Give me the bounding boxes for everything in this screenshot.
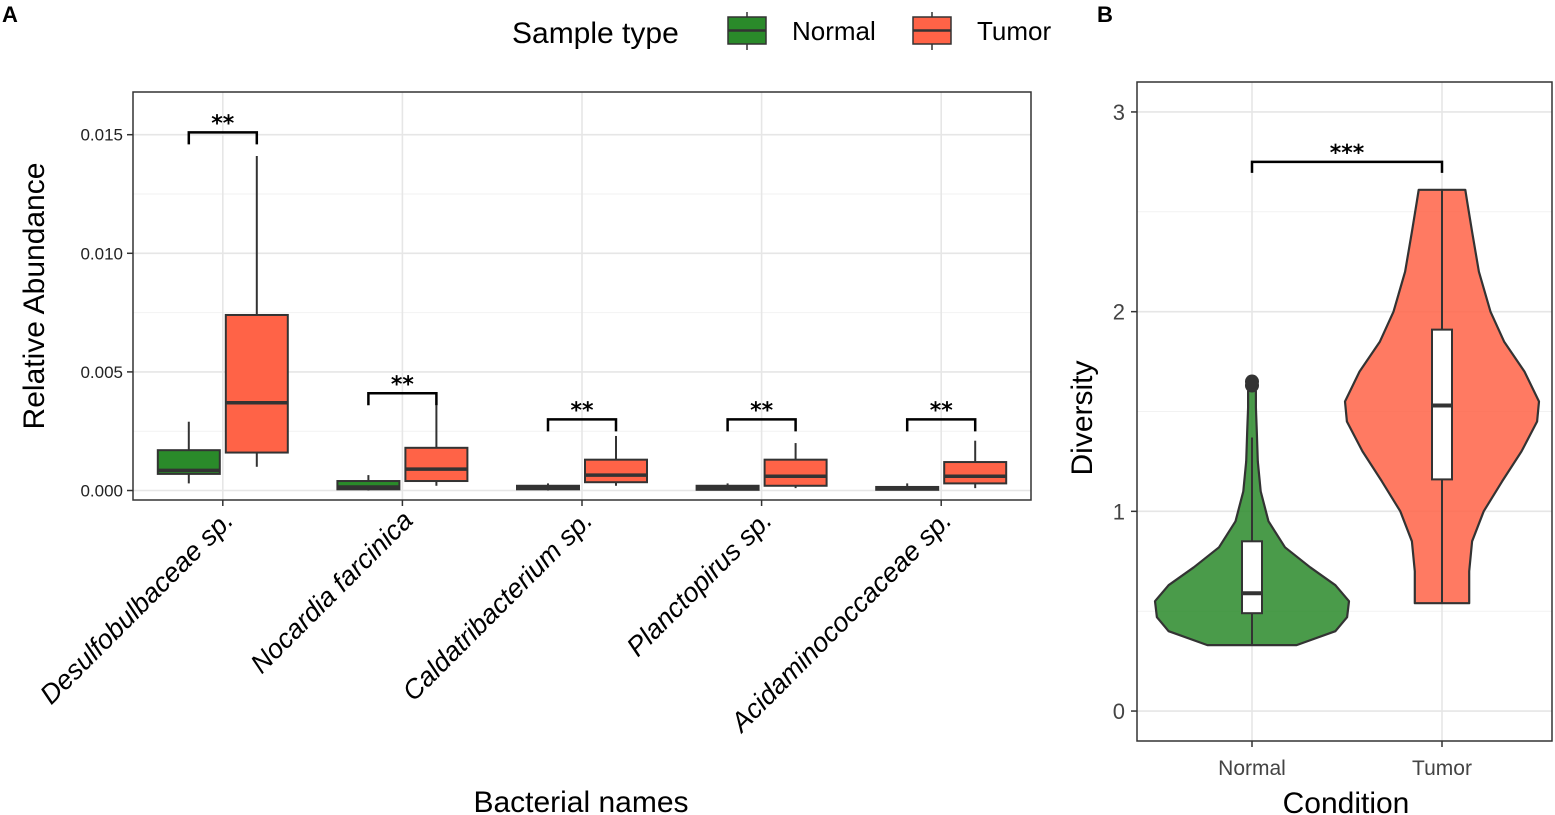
box-normal-nocardia-farcinica: [336, 475, 401, 491]
box-iqr: [943, 461, 1008, 485]
significance-bracket: [367, 392, 438, 406]
panel-b: 0 1 2 3 *** Normal Tumor Diversity Condition: [1066, 81, 1553, 815]
panel-a-y-tick-label: 0.000: [80, 482, 123, 501]
panel-label-a: A: [2, 2, 18, 27]
legend-tumor-label: Tumor: [977, 16, 1051, 46]
legend-title: Sample type: [512, 17, 679, 50]
box-iqr: [763, 458, 828, 487]
box-tumor-nocardia-farcinica: [404, 405, 469, 486]
legend-item-tumor: Tumor: [912, 12, 1051, 50]
panel-a-significance: ** ** ** ** **: [187, 111, 977, 432]
panel-b-y-tick-label: 1: [1113, 499, 1125, 524]
significance-label: **: [570, 398, 594, 423]
panel-a-y-ticks: 0.000 0.005 0.010 0.015: [80, 126, 133, 501]
panel-b-y-tick-label: 2: [1113, 300, 1125, 325]
violin-inner-box: [1241, 540, 1263, 615]
violin-normal: [1153, 374, 1351, 647]
violin-outlier-point: [1245, 374, 1259, 389]
box-tumor-acidaminococcaceae-sp: [943, 440, 1008, 489]
panel-a-y-tick-label: 0.010: [80, 244, 123, 263]
violin-tumor: [1343, 188, 1541, 605]
box-tumor-desulfobulbaceae-sp: [224, 156, 289, 467]
category-label-planctopirus-sp: Planctopirus sp.: [621, 505, 778, 662]
panel-b-significance: ***: [1250, 141, 1444, 173]
significance-bracket: [1250, 160, 1444, 173]
box-tumor-caldatribacterium-sp: [584, 435, 648, 486]
panel-a: 0.000 0.005 0.010 0.015 ** ** ** ** ** Desulfob…: [18, 91, 1032, 815]
significance-bracket: [546, 418, 618, 432]
panel-a-boxes: [156, 156, 1008, 491]
panel-a-y-tick-label: 0.015: [80, 126, 123, 145]
panel-a-y-axis-title: Relative Abundance: [18, 163, 51, 430]
panel-label-b: B: [1097, 2, 1113, 27]
panel-b-x-tick-label-tumor: Tumor: [1412, 757, 1472, 780]
box-tumor-planctopirus-sp: [763, 443, 828, 489]
panel-b-violins: [1153, 188, 1541, 647]
box-iqr: [404, 446, 469, 483]
box-iqr: [336, 480, 401, 491]
significance-bracket: [726, 418, 797, 432]
legend-item-normal: Normal: [727, 12, 876, 50]
panel-a-y-tick-label: 0.005: [80, 363, 123, 382]
panel-b-x-axis-title: Condition: [1283, 787, 1410, 815]
panel-b-frame: [1136, 81, 1553, 742]
panel-b-y-tick-label: 0: [1113, 699, 1125, 724]
significance-label: ***: [1330, 141, 1365, 166]
panel-b-y-tick-label: 3: [1113, 100, 1125, 125]
box-iqr: [156, 449, 221, 475]
legend-normal-label: Normal: [792, 16, 876, 46]
box-normal-desulfobulbaceae-sp: [156, 421, 221, 484]
significance-label: **: [750, 398, 774, 423]
legend: Sample type Normal Tumor: [512, 12, 1051, 50]
panel-b-x-ticks: Normal Tumor: [1218, 741, 1472, 780]
panel-a-x-axis-title: Bacterial names: [473, 786, 688, 815]
category-label-desulfobulbaceae-sp: Desulfobulbaceae sp.: [34, 505, 239, 710]
panel-b-y-ticks: 0 1 2 3: [1113, 100, 1137, 724]
significance-label: **: [930, 398, 954, 423]
panel-b-x-tick-label-normal: Normal: [1218, 757, 1286, 780]
significance-label: **: [211, 111, 235, 136]
category-label-nocardia-farcinica: Nocardia farcinica: [245, 505, 419, 679]
box-normal-acidaminococcaceae-sp: [875, 483, 940, 491]
significance-bracket: [905, 418, 977, 432]
panel-b-y-axis-title: Diversity: [1066, 360, 1099, 475]
box-normal-caldatribacterium-sp: [516, 483, 580, 491]
significance-label: **: [391, 372, 415, 397]
box-iqr: [224, 313, 289, 454]
significance-bracket: [187, 131, 259, 145]
box-normal-planctopirus-sp: [695, 483, 760, 491]
box-iqr: [584, 458, 648, 484]
category-label-caldatribacterium-sp: Caldatribacterium sp.: [397, 505, 599, 707]
panel-a-x-ticks: Desulfobulbaceae sp. Nocardia farcinicaCa…: [34, 500, 957, 739]
